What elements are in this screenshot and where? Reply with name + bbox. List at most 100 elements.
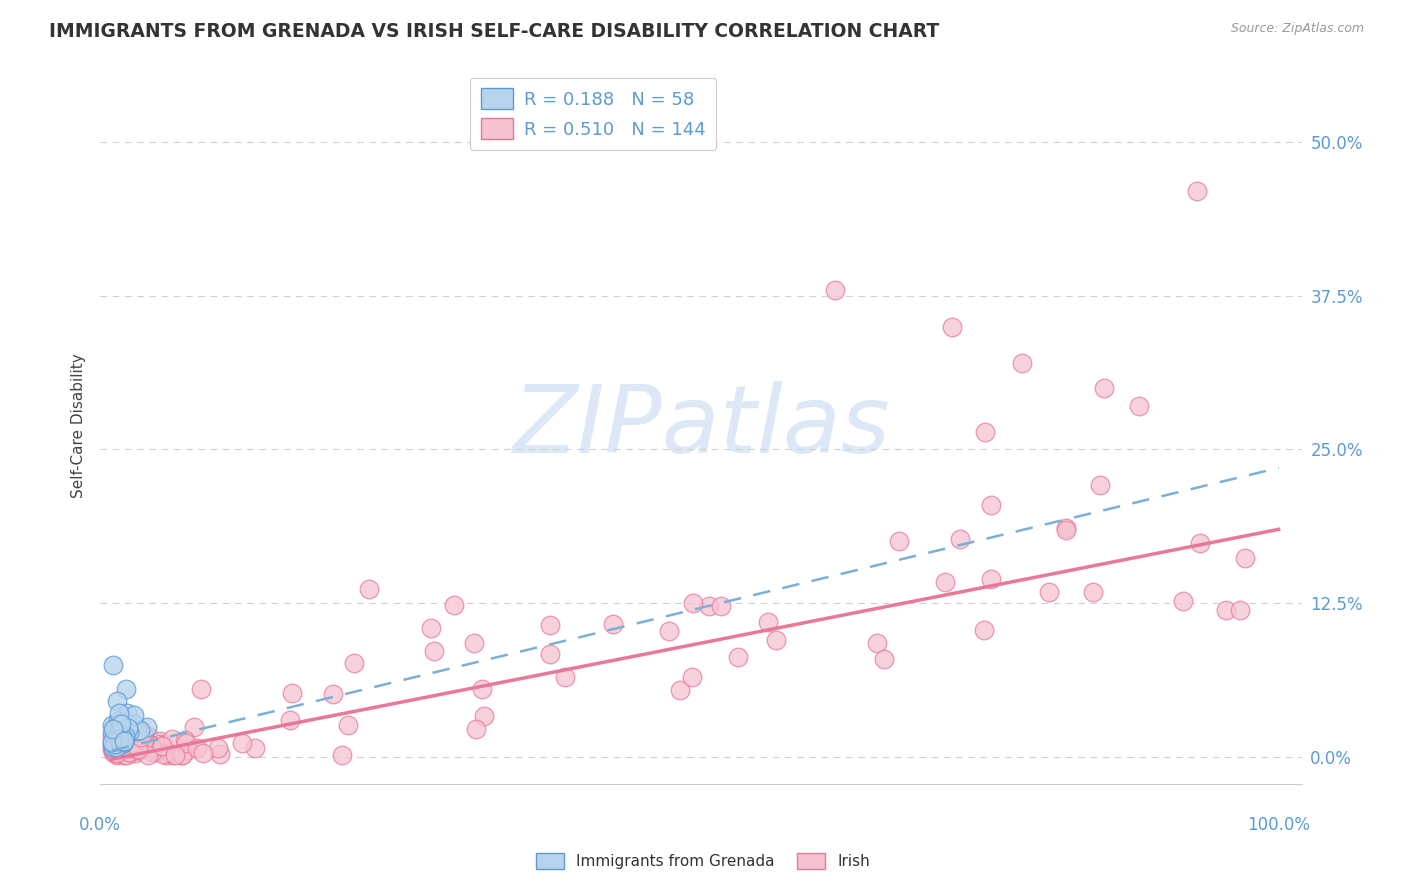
Point <box>756 615 779 629</box>
Point <box>110 731 132 745</box>
Point <box>103 743 125 757</box>
Point <box>107 742 129 756</box>
Point <box>465 723 488 737</box>
Point <box>124 747 146 761</box>
Point <box>101 736 124 750</box>
Point <box>1092 381 1115 395</box>
Point <box>159 747 181 761</box>
Point <box>105 729 128 743</box>
Point <box>107 714 129 728</box>
Point <box>980 572 1002 586</box>
Point <box>122 741 145 756</box>
Legend: R = 0.188   N = 58, R = 0.510   N = 144: R = 0.188 N = 58, R = 0.510 N = 144 <box>470 78 717 150</box>
Point <box>112 732 135 747</box>
Point <box>162 747 184 762</box>
Point <box>108 732 131 747</box>
Point <box>104 740 127 755</box>
Point <box>111 739 134 754</box>
Point <box>114 725 136 739</box>
Point <box>1088 478 1111 492</box>
Point <box>118 724 141 739</box>
Point <box>873 652 896 666</box>
Point <box>110 736 132 750</box>
Point <box>152 747 174 761</box>
Point <box>110 731 132 746</box>
Point <box>127 743 149 757</box>
Point <box>103 740 125 755</box>
Point <box>139 738 162 752</box>
Point <box>104 741 127 756</box>
Point <box>105 741 128 756</box>
Point <box>866 636 889 650</box>
Point <box>134 732 156 747</box>
Point <box>108 741 131 756</box>
Point <box>114 732 136 747</box>
Point <box>115 682 138 697</box>
Point <box>118 745 141 759</box>
Point <box>669 683 692 698</box>
Point <box>1185 185 1208 199</box>
Point <box>104 740 127 755</box>
Point <box>128 727 150 741</box>
Point <box>101 739 124 753</box>
Point <box>1229 603 1251 617</box>
Point <box>149 737 172 751</box>
Point <box>128 743 150 757</box>
Point <box>104 731 127 746</box>
Point <box>1054 523 1077 537</box>
Point <box>474 709 496 723</box>
Point <box>104 731 127 746</box>
Point <box>554 670 576 684</box>
Point <box>423 643 446 657</box>
Point <box>170 747 193 762</box>
Text: 0.0%: 0.0% <box>79 815 121 834</box>
Point <box>105 739 128 754</box>
Point <box>107 722 129 736</box>
Point <box>112 735 135 749</box>
Point <box>176 736 198 750</box>
Point <box>141 745 163 759</box>
Point <box>108 706 131 720</box>
Point <box>103 746 125 760</box>
Point <box>136 747 159 762</box>
Point <box>681 670 703 684</box>
Point <box>135 737 157 751</box>
Point <box>107 726 129 740</box>
Point <box>101 739 124 754</box>
Point <box>101 735 124 749</box>
Point <box>1038 585 1060 599</box>
Point <box>105 735 128 749</box>
Point <box>1188 536 1211 550</box>
Point <box>174 733 197 747</box>
Point <box>105 748 128 763</box>
Point <box>101 718 124 732</box>
Point <box>132 731 155 745</box>
Point <box>110 734 132 748</box>
Point <box>941 319 963 334</box>
Point <box>108 734 131 748</box>
Point <box>105 733 128 747</box>
Point <box>101 726 124 740</box>
Point <box>117 741 139 756</box>
Point <box>132 727 155 741</box>
Point <box>107 746 129 760</box>
Point <box>108 716 131 731</box>
Point <box>105 694 128 708</box>
Point <box>105 746 128 760</box>
Point <box>104 723 127 737</box>
Point <box>108 733 131 747</box>
Point <box>105 739 128 754</box>
Point <box>101 743 124 757</box>
Point <box>110 744 132 758</box>
Point <box>973 623 995 637</box>
Point <box>121 739 143 753</box>
Point <box>122 739 145 754</box>
Point <box>104 737 127 751</box>
Point <box>111 731 134 746</box>
Point <box>710 599 733 614</box>
Point <box>727 649 749 664</box>
Point <box>122 729 145 743</box>
Point <box>125 724 148 739</box>
Point <box>207 740 229 755</box>
Point <box>949 532 972 546</box>
